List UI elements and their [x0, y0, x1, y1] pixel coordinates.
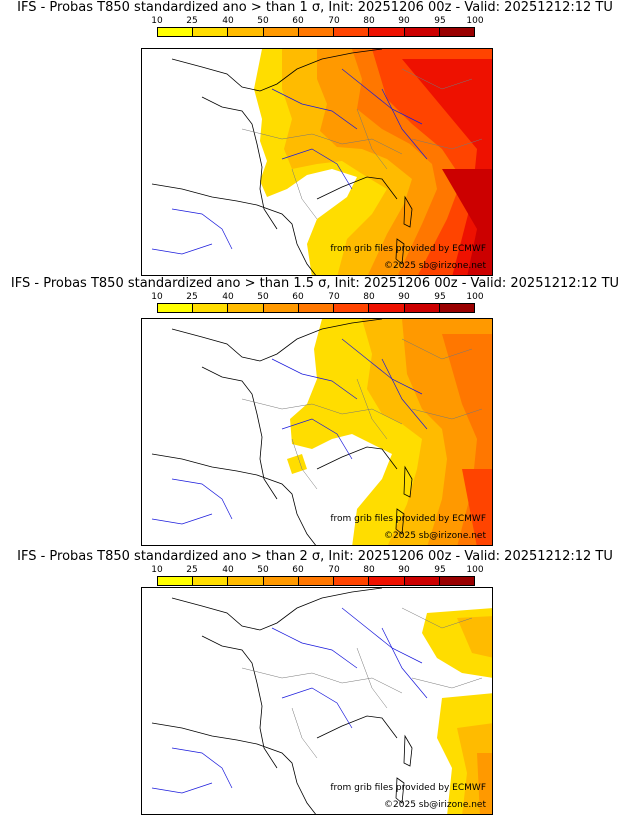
- scale-labels: 10 25 40 50 60 70 80 90 95 100: [151, 16, 483, 26]
- scale-swatch: [298, 28, 335, 36]
- map-graphic: [151, 588, 492, 814]
- data-source-credit: from grib files provided by ECMWF: [330, 783, 486, 793]
- scale-tick: 50: [257, 565, 269, 575]
- scale-swatch: [334, 577, 370, 585]
- scale-tick: 60: [292, 16, 304, 26]
- panel-title: IFS - Probas T850 standardized ano > tha…: [17, 549, 613, 564]
- scale-swatch: [158, 577, 194, 585]
- scale-swatch: [404, 577, 440, 585]
- scale-tick: 50: [257, 292, 269, 302]
- panel-title: IFS - Probas T850 standardized ano > tha…: [17, 0, 613, 15]
- copyright-credit: ©2025 sb@irizone.net: [384, 261, 486, 271]
- panel-sigma-1: IFS - Probas T850 standardized ano > tha…: [0, 0, 630, 276]
- scale-swatch: [263, 577, 299, 585]
- map-graphic: [151, 319, 492, 545]
- scale-tick: 70: [328, 16, 340, 26]
- color-scale: 10 25 40 50 60 70 80 90 95 100: [151, 565, 484, 591]
- scale-swatch: [263, 28, 299, 36]
- scale-swatch: [193, 28, 229, 36]
- scale-swatch: [228, 304, 264, 312]
- copyright-credit: ©2025 sb@irizone.net: [384, 800, 486, 810]
- scale-tick: 60: [292, 292, 304, 302]
- scale-swatch: [193, 304, 229, 312]
- copyright-credit: ©2025 sb@irizone.net: [384, 531, 486, 541]
- scale-tick: 25: [186, 16, 198, 26]
- scale-tick: 90: [398, 16, 410, 26]
- scale-labels: 10 25 40 50 60 70 80 90 95 100: [151, 565, 483, 575]
- scale-swatch: [193, 577, 229, 585]
- scale-swatch: [228, 28, 264, 36]
- data-source-credit: from grib files provided by ECMWF: [330, 244, 486, 254]
- scale-tick: 10: [151, 16, 163, 26]
- scale-tick: 95: [434, 292, 446, 302]
- scale-bar: [157, 576, 475, 586]
- scale-tick: 95: [434, 16, 446, 26]
- scale-tick: 70: [328, 292, 340, 302]
- scale-tick: 40: [222, 292, 234, 302]
- panel-sigma-2: IFS - Probas T850 standardized ano > tha…: [0, 549, 630, 821]
- scale-tick: 100: [466, 16, 484, 26]
- scale-bar: [157, 27, 475, 37]
- scale-swatch: [334, 304, 370, 312]
- scale-swatch: [334, 28, 370, 36]
- probability-map: from grib files provided by ECMWF ©2025 …: [141, 587, 493, 815]
- scale-swatch: [439, 28, 474, 36]
- color-scale: 10 25 40 50 60 70 80 90 95 100: [151, 292, 484, 318]
- scale-swatch: [439, 577, 474, 585]
- scale-labels: 10 25 40 50 60 70 80 90 95 100: [151, 292, 483, 302]
- probability-map: from grib files provided by ECMWF ©2025 …: [141, 318, 493, 546]
- scale-tick: 80: [363, 292, 375, 302]
- panel-sigma-1-5: IFS - Probas T850 standardized ano > tha…: [0, 276, 630, 548]
- scale-swatch: [228, 577, 264, 585]
- scale-swatch: [158, 304, 194, 312]
- probability-map: from grib files provided by ECMWF ©2025 …: [141, 48, 493, 276]
- scale-tick: 25: [186, 292, 198, 302]
- scale-tick: 100: [466, 565, 484, 575]
- scale-swatch: [439, 304, 474, 312]
- scale-swatch: [263, 304, 299, 312]
- scale-tick: 10: [151, 292, 163, 302]
- color-scale: 10 25 40 50 60 70 80 90 95 100: [151, 16, 484, 42]
- scale-swatch: [298, 577, 335, 585]
- scale-tick: 90: [398, 292, 410, 302]
- panel-title: IFS - Probas T850 standardized ano > tha…: [10, 276, 620, 291]
- scale-tick: 100: [466, 292, 484, 302]
- scale-tick: 80: [363, 565, 375, 575]
- scale-tick: 40: [222, 16, 234, 26]
- scale-tick: 80: [363, 16, 375, 26]
- scale-swatch: [369, 304, 405, 312]
- scale-swatch: [369, 577, 405, 585]
- scale-swatch: [158, 28, 194, 36]
- scale-tick: 95: [434, 565, 446, 575]
- scale-swatch: [404, 28, 440, 36]
- scale-tick: 40: [222, 565, 234, 575]
- scale-swatch: [298, 304, 335, 312]
- data-source-credit: from grib files provided by ECMWF: [330, 514, 486, 524]
- scale-swatch: [404, 304, 440, 312]
- scale-swatch: [369, 28, 405, 36]
- scale-tick: 10: [151, 565, 163, 575]
- scale-tick: 50: [257, 16, 269, 26]
- scale-bar: [157, 303, 475, 313]
- map-graphic: [151, 49, 492, 275]
- scale-tick: 25: [186, 565, 198, 575]
- scale-tick: 70: [328, 565, 340, 575]
- scale-tick: 60: [292, 565, 304, 575]
- scale-tick: 90: [398, 565, 410, 575]
